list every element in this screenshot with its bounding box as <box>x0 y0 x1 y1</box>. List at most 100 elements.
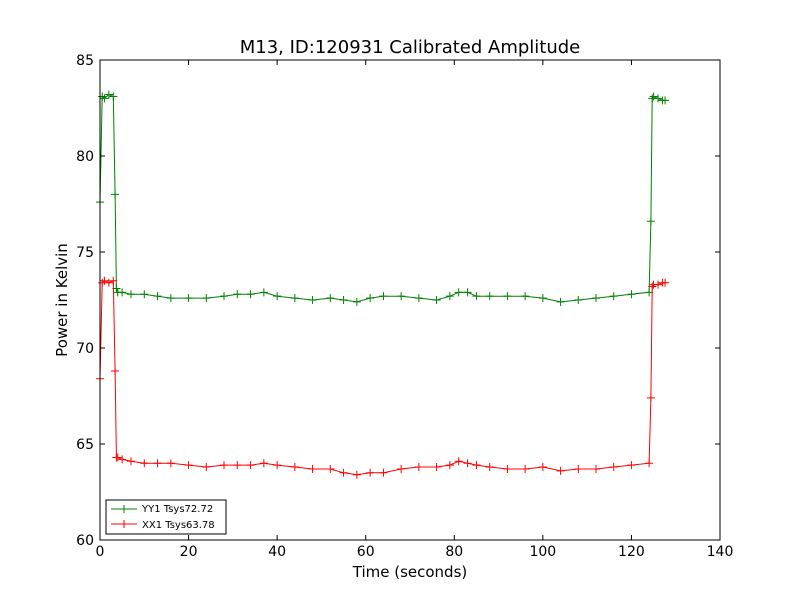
data-point-1 <box>432 463 441 472</box>
data-point-0 <box>485 292 494 301</box>
data-point-1 <box>521 464 530 473</box>
data-point-0 <box>109 92 118 101</box>
data-point-1 <box>654 280 662 289</box>
data-point-1 <box>648 282 657 291</box>
legend-label-xx1: XX1 Tsys63.78 <box>142 520 215 531</box>
data-point-1 <box>538 463 547 472</box>
data-point-0 <box>339 296 348 304</box>
data-point-1 <box>627 461 636 470</box>
data-point-0 <box>202 294 211 303</box>
legend-marker-yy1 <box>120 505 128 513</box>
y-tick-label: 70 <box>76 341 94 357</box>
data-point-1 <box>503 464 512 473</box>
data-point-0 <box>463 288 472 297</box>
data-point-0 <box>538 294 547 303</box>
data-point-1 <box>202 463 211 472</box>
plot-frame <box>99 59 721 541</box>
data-point-0 <box>649 92 658 101</box>
data-point-1 <box>339 468 348 477</box>
tick-layer: 0 20 40 60 80 100 120 140 60 65 70 75 80 85 <box>76 53 733 560</box>
x-tick-label: 20 <box>180 544 198 560</box>
y-tick-label: 65 <box>76 437 94 453</box>
data-point-1 <box>111 367 120 376</box>
data-point-1 <box>574 464 583 473</box>
data-point-1 <box>233 461 242 470</box>
x-tick-label: 40 <box>268 544 286 560</box>
data-point-0 <box>366 294 375 303</box>
data-point-0 <box>521 292 530 301</box>
chart-title: M13, ID:120931 Calibrated Amplitude <box>240 37 581 58</box>
y-axis-label: Power in Kelvin <box>53 243 71 357</box>
data-point-1 <box>308 464 317 473</box>
data-point-1 <box>414 463 423 472</box>
data-point-0 <box>290 294 299 303</box>
data-point-1 <box>646 393 655 402</box>
data-point-0 <box>98 92 107 101</box>
data-point-0 <box>646 217 655 226</box>
data-point-1 <box>246 461 255 470</box>
data-point-1 <box>645 459 654 468</box>
data-point-1 <box>352 470 361 479</box>
data-point-0 <box>326 294 335 303</box>
data-point-1 <box>472 461 481 470</box>
data-point-0 <box>445 292 454 301</box>
x-tick-label: 120 <box>618 544 645 560</box>
data-point-0 <box>233 290 242 299</box>
x-axis-label: Time (seconds) <box>352 563 468 581</box>
data-point-1 <box>556 466 565 475</box>
data-point-0 <box>472 292 481 301</box>
data-point-0 <box>556 297 565 306</box>
legend-marker-xx1 <box>120 520 128 528</box>
data-point-0 <box>118 288 127 297</box>
series-line-1 <box>99 280 666 476</box>
x-tick-label: 0 <box>96 544 105 560</box>
data-point-0 <box>454 288 463 297</box>
data-point-0 <box>259 288 268 297</box>
data-point-1 <box>609 463 618 472</box>
y-tick-label: 75 <box>76 245 94 261</box>
data-point-1 <box>485 463 494 472</box>
data-point-1 <box>259 459 268 468</box>
data-point-0 <box>414 294 423 303</box>
data-point-1 <box>379 468 388 477</box>
x-tick-label: 60 <box>357 544 375 560</box>
data-point-0 <box>627 290 636 299</box>
data-point-0 <box>166 294 175 303</box>
data-point-0 <box>140 290 149 299</box>
data-point-1 <box>592 464 600 473</box>
data-point-1 <box>290 463 299 472</box>
data-point-1 <box>661 278 670 287</box>
data-point-0 <box>273 292 282 301</box>
data-point-0 <box>246 290 255 299</box>
data-point-0 <box>127 290 135 299</box>
series-line-0 <box>99 94 666 303</box>
data-point-1 <box>100 276 109 285</box>
data-point-0 <box>397 292 406 301</box>
data-point-1 <box>153 459 162 468</box>
data-point-1 <box>166 459 175 468</box>
data-point-0 <box>503 292 512 301</box>
data-point-0 <box>661 96 670 105</box>
x-tick-label: 140 <box>707 544 734 560</box>
data-point-1 <box>366 468 375 477</box>
data-point-0 <box>352 297 361 306</box>
data-point-1 <box>118 455 127 464</box>
data-point-0 <box>308 296 317 304</box>
data-point-1 <box>220 461 228 470</box>
data-point-1 <box>445 461 454 470</box>
x-tick-label: 100 <box>529 544 556 560</box>
data-point-1 <box>109 276 118 285</box>
data-point-0 <box>111 190 120 199</box>
data-point-0 <box>104 90 113 99</box>
data-point-0 <box>654 94 662 103</box>
data-point-0 <box>184 294 193 303</box>
y-tick-label: 60 <box>76 533 94 549</box>
data-point-1 <box>127 457 135 466</box>
y-tick-label: 85 <box>76 53 94 69</box>
data-point-0 <box>574 296 583 304</box>
data-point-1 <box>326 464 335 473</box>
data-point-0 <box>220 292 228 301</box>
data-point-1 <box>273 461 282 470</box>
data-point-0 <box>609 292 618 301</box>
